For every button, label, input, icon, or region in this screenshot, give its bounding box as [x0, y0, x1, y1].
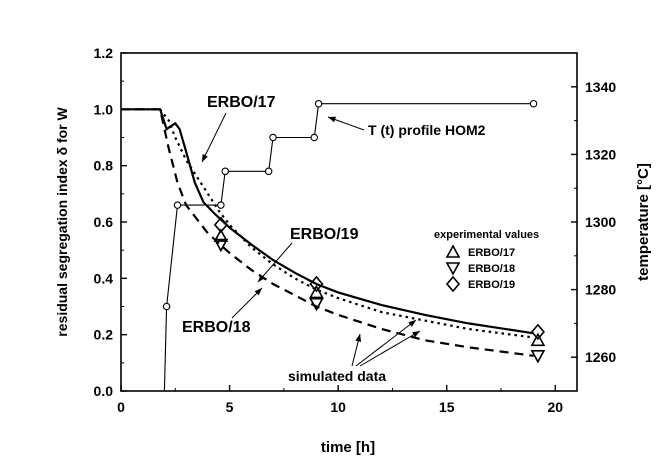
- y-tick-label: 0.6: [94, 214, 114, 230]
- y-tick-label: 0.2: [94, 327, 114, 343]
- x-tick-label: 0: [117, 399, 125, 415]
- temperature-marker: [269, 133, 277, 142]
- data-point-erbo17: [309, 284, 324, 299]
- y2-tick-label: 1260: [585, 349, 616, 365]
- data-point-erbo17: [530, 332, 546, 347]
- arrow-sim-2-head: [408, 320, 416, 327]
- temperature-marker: [217, 201, 225, 209]
- data-point-erbo17: [213, 228, 229, 242]
- y2-tick-label: 1340: [585, 79, 616, 95]
- temperature-line: [163, 103, 534, 392]
- arrow-erbo19: [257, 242, 293, 283]
- y-tick-label: 1.2: [94, 45, 114, 61]
- arrow-erbo17: [201, 112, 227, 163]
- label-erbo19: ERBO/19: [290, 226, 359, 243]
- y-tick-label: 0.4: [94, 270, 114, 286]
- y-tick-label: 0.8: [94, 158, 114, 174]
- legend-symbol-erbo18: [445, 262, 461, 276]
- arrow-erbo19-head: [258, 274, 266, 282]
- x-axis-label: time [h]: [321, 439, 375, 456]
- temperature-marker: [314, 99, 323, 108]
- curves: [121, 108, 534, 357]
- tick-marks: 0 5 10 15 20 0.0 0.2 0.4 0.6 0.8 1.0 1.2 1260 1280 130…: [94, 45, 617, 415]
- arrow-erbo17-head: [202, 154, 208, 162]
- x-tick-label: 10: [330, 399, 346, 415]
- temperature-marker: [529, 99, 538, 108]
- legend-label: ERBO/19: [468, 279, 515, 291]
- x-tick-label: 15: [439, 399, 455, 415]
- legend-title: experimental values: [434, 229, 539, 241]
- legend-symbol-erbo17: [445, 244, 461, 258]
- y-tick-label: 1.0: [94, 101, 114, 117]
- label-erbo17: ERBO/17: [207, 94, 276, 111]
- legend: ERBO/17 ERBO/18 ERBO/19: [445, 244, 515, 293]
- temperature-marker: [173, 201, 182, 209]
- arrow-erbo18-head: [254, 288, 262, 296]
- label-simulated-data: simulated data: [288, 368, 386, 384]
- x-tick-label: 5: [226, 399, 234, 415]
- y2-tick-label: 1280: [585, 282, 616, 298]
- label-erbo18: ERBO/18: [182, 319, 251, 336]
- data-point-erbo19: [213, 216, 228, 234]
- curve-erbo19: [121, 108, 534, 335]
- y2-tick-label: 1320: [585, 146, 616, 162]
- arrow-temp-profile-head: [328, 116, 336, 123]
- legend-symbol-erbo19: [445, 275, 461, 293]
- temperature-profile: [162, 99, 538, 392]
- arrow-sim-3-head: [412, 331, 420, 338]
- temperature-marker: [310, 133, 319, 142]
- y-tick-label: 0.0: [94, 383, 114, 399]
- experimental-points: [213, 216, 546, 364]
- data-point-erbo19: [530, 323, 545, 341]
- temperature-marker: [221, 167, 229, 176]
- curve-erbo18: [121, 108, 534, 357]
- legend-label: ERBO/18: [468, 263, 515, 275]
- arrow-sim-1-head: [355, 334, 362, 342]
- y-axis-label: residual segregation index δ for W: [54, 107, 70, 337]
- annotations: [201, 112, 421, 367]
- arrow-sim-3: [359, 330, 421, 367]
- label-temp-profile: T (t) profile HOM2: [368, 122, 486, 138]
- data-point-erbo18: [530, 349, 546, 364]
- data-point-erbo18: [309, 297, 324, 312]
- data-point-erbo18: [213, 238, 229, 253]
- legend-label: ERBO/17: [468, 247, 515, 259]
- y2-axis-label: temperature [°C]: [635, 163, 652, 281]
- data-point-erbo19: [309, 275, 324, 293]
- x-tick-label: 20: [547, 399, 563, 415]
- temperature-marker: [162, 302, 171, 311]
- y2-tick-label: 1300: [585, 214, 616, 230]
- temperature-marker: [264, 167, 273, 176]
- arrow-sim-2: [355, 319, 417, 367]
